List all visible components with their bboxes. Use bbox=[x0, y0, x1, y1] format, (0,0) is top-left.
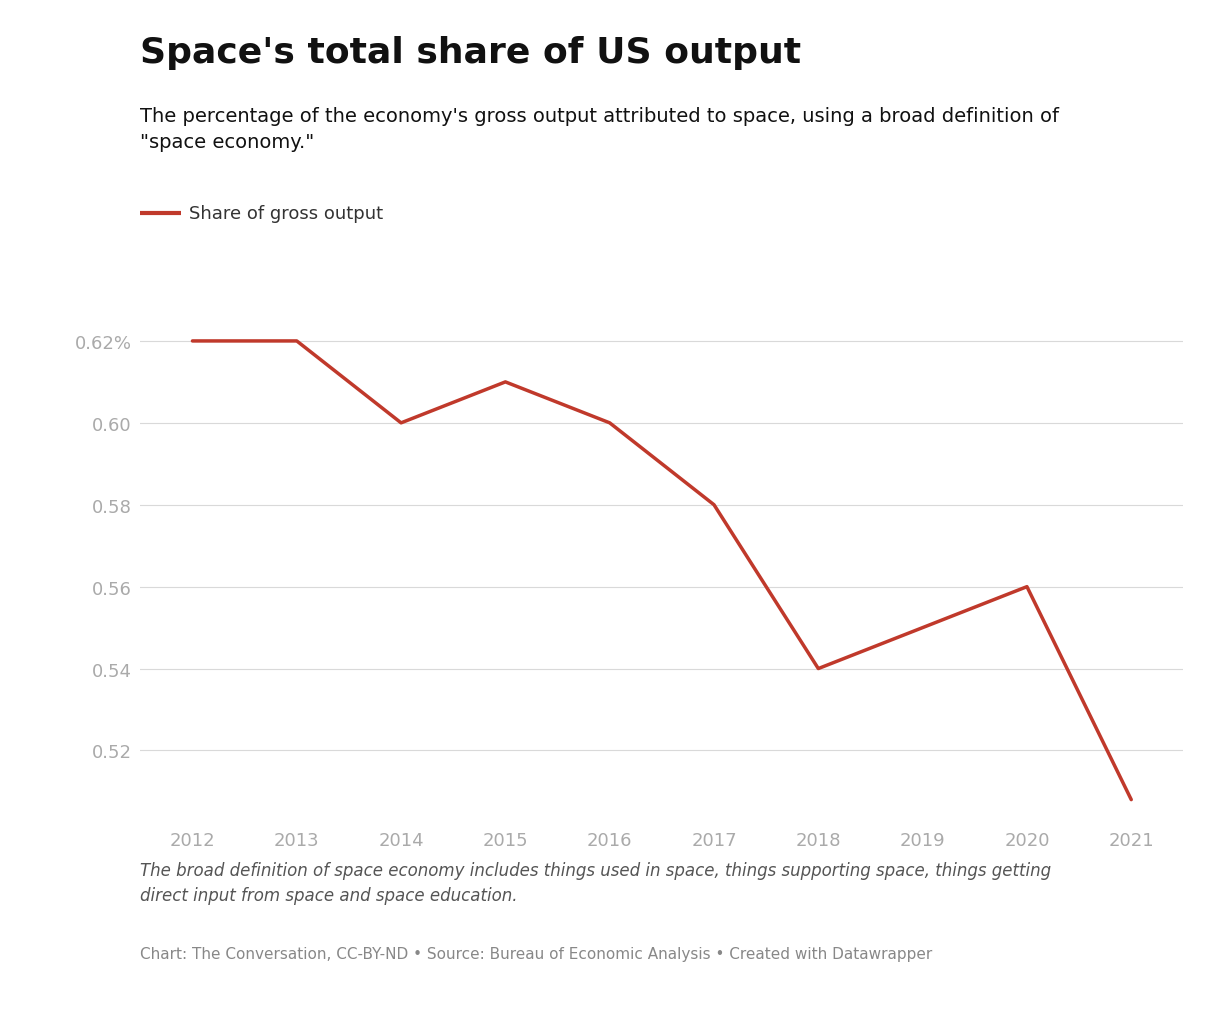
Text: The percentage of the economy's gross output attributed to space, using a broad : The percentage of the economy's gross ou… bbox=[140, 107, 1059, 152]
Text: Chart: The Conversation, CC-BY-ND • Source: Bureau of Economic Analysis • Create: Chart: The Conversation, CC-BY-ND • Sour… bbox=[140, 946, 932, 961]
Text: Space's total share of US output: Space's total share of US output bbox=[140, 36, 802, 69]
Text: The broad definition of space economy includes things used in space, things supp: The broad definition of space economy in… bbox=[140, 861, 1052, 904]
Text: Share of gross output: Share of gross output bbox=[189, 205, 383, 223]
